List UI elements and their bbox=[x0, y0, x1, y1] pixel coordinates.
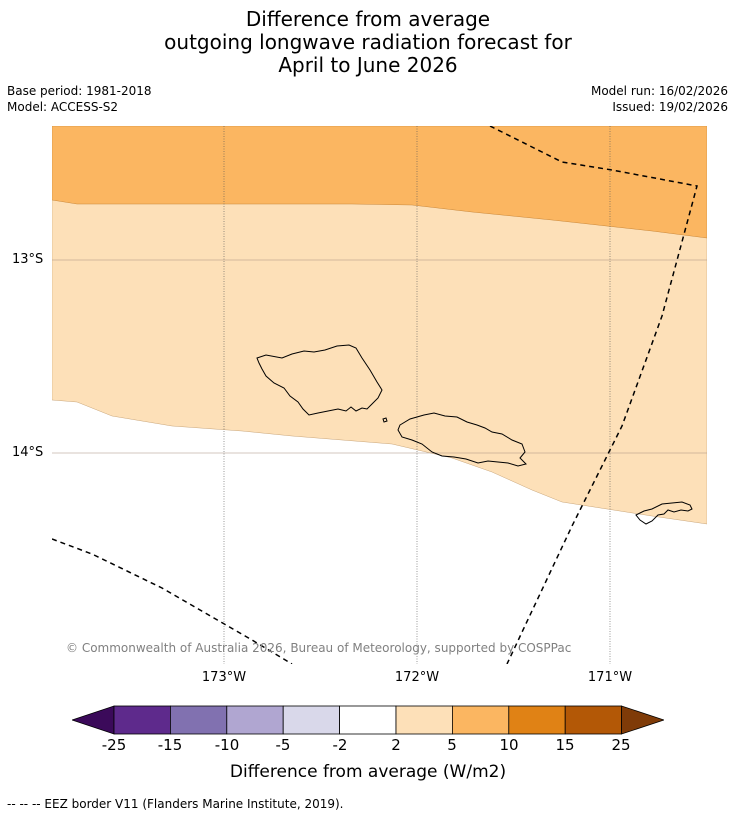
colorbar-segment bbox=[564, 705, 623, 735]
map-area bbox=[52, 126, 707, 664]
lon-label-172w: 172°W bbox=[394, 670, 440, 685]
colorbar-segment bbox=[451, 705, 510, 735]
colorbar-segment bbox=[113, 705, 171, 735]
base-period: Base period: 1981-2018 bbox=[7, 84, 152, 98]
meta-right: Model run: 16/02/2026 Issued: 19/02/2026 bbox=[591, 83, 728, 115]
eez-border-east bbox=[489, 126, 698, 664]
colorbar-tick: -10 bbox=[214, 736, 240, 754]
colorbar-segment bbox=[226, 705, 284, 735]
lat-label-14s: 14°S bbox=[12, 445, 44, 460]
colorbar-title: Difference from average (W/m2) bbox=[229, 762, 507, 782]
colorbar-segment bbox=[395, 705, 453, 735]
model-run: Model run: 16/02/2026 bbox=[590, 84, 728, 98]
colorbar-tick: 10 bbox=[499, 736, 519, 754]
colorbar-extend-high bbox=[621, 705, 664, 735]
manono-islet bbox=[382, 417, 388, 423]
copyright-notice: © Commonwealth of Australia 2026, Bureau… bbox=[66, 641, 572, 655]
map-svg bbox=[52, 126, 707, 664]
colorbar-tick: -2 bbox=[332, 736, 348, 754]
upolu-island bbox=[397, 412, 527, 467]
colorbar-tick: 15 bbox=[555, 736, 575, 754]
colorbar-segment bbox=[170, 705, 228, 735]
gridlines bbox=[52, 126, 707, 664]
model-name: Model: ACCESS-S2 bbox=[7, 100, 119, 114]
savaii-island bbox=[256, 344, 383, 416]
colorbar-tick: 2 bbox=[391, 736, 401, 754]
tutuila-island bbox=[635, 501, 693, 525]
colorbar-tick: -25 bbox=[101, 736, 127, 754]
lon-label-171w: 171°W bbox=[587, 670, 633, 685]
title-line-2: outgoing longwave radiation forecast for bbox=[164, 30, 572, 54]
colorbar-extend-low bbox=[72, 705, 115, 735]
eez-border-southwest bbox=[52, 538, 293, 664]
colorbar-tick: -5 bbox=[275, 736, 291, 754]
title-line-3: April to June 2026 bbox=[278, 53, 458, 77]
colorbar-segment bbox=[282, 705, 340, 735]
colorbar-segment bbox=[339, 705, 397, 735]
colorbar bbox=[72, 705, 664, 735]
map-title: Difference from average outgoing longwav… bbox=[0, 8, 736, 77]
eez-legend: -- -- -- EEZ border V11 (Flanders Marine… bbox=[7, 797, 344, 811]
title-line-1: Difference from average bbox=[245, 7, 491, 31]
colorbar-tick: 25 bbox=[611, 736, 631, 754]
lat-label-13s: 13°S bbox=[12, 252, 44, 267]
meta-left: Base period: 1981-2018 Model: ACCESS-S2 bbox=[7, 83, 152, 115]
colorbar-segment bbox=[508, 705, 566, 735]
anomaly-region-2-5 bbox=[52, 126, 707, 525]
issued-date: Issued: 19/02/2026 bbox=[612, 100, 728, 114]
colorbar-tick: 5 bbox=[447, 736, 457, 754]
anomaly-region-5-10 bbox=[52, 126, 707, 239]
colorbar-tick: -15 bbox=[157, 736, 183, 754]
lon-label-173w: 173°W bbox=[201, 670, 247, 685]
